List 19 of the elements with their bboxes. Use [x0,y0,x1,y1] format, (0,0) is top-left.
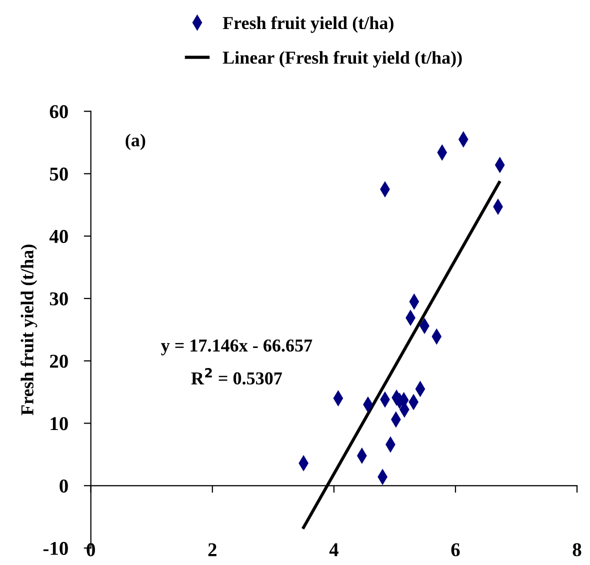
y-tick-label: 40 [49,230,68,244]
annotation: (a) [126,134,146,150]
x-tick-label: 0 [86,543,95,556]
y-tick-label: 50 [50,168,68,181]
x-tick-label: 4 [329,543,338,556]
y-tick-label: 20 [50,354,68,368]
y-tick-label: 10 [50,417,68,430]
y-tick-label: -10 [43,542,68,555]
legend-label: Linear (Fresh fruit yield (t/ha)) [222,50,462,68]
y-axis-title: Fresh fruit yield (t/ha) [20,244,38,416]
x-tick-label: 6 [451,543,460,556]
x-tick-label: 2 [208,543,216,556]
y-tick-label: 0 [60,479,68,493]
annotation: R$^{2}$ = 0.5307 [191,368,282,385]
legend-label: Fresh fruit yield (t/ha) [222,16,394,33]
annotation: y = 17.146x - 66.657 [161,339,312,356]
y-tick-label: 60 [50,105,68,118]
x-tick-label: 8 [572,543,582,556]
y-tick-label: 30 [50,292,68,306]
